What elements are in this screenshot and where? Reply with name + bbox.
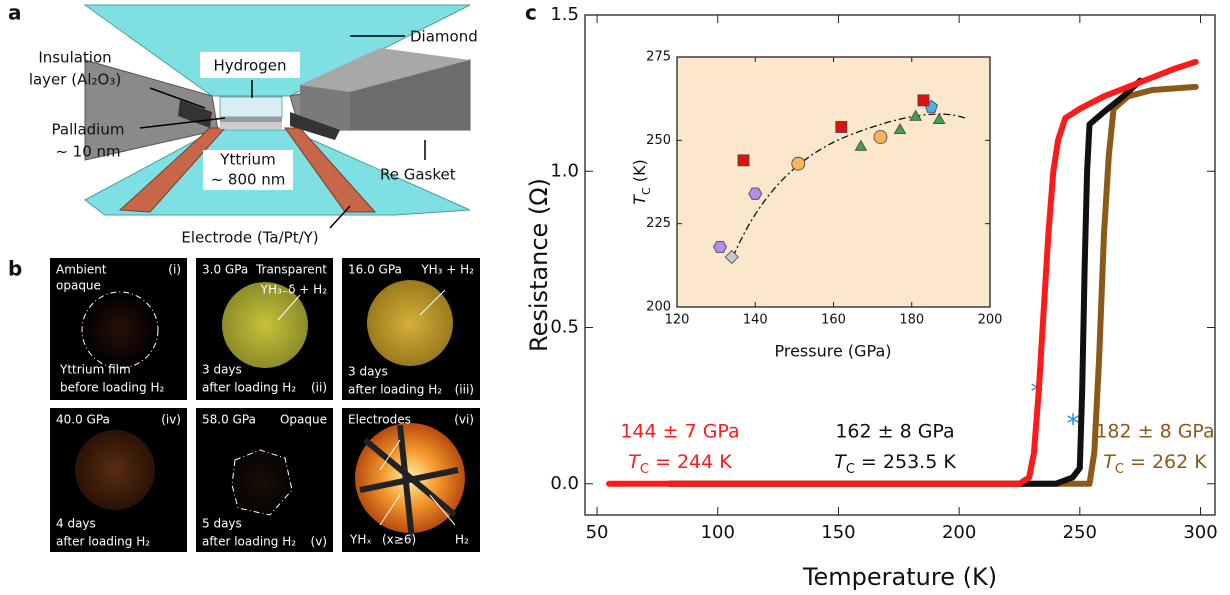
x-tick-label: 50 bbox=[586, 522, 609, 543]
photo-label: Ambient bbox=[56, 263, 107, 277]
x-tick-label: 180 bbox=[899, 313, 924, 328]
plot-frame bbox=[677, 57, 990, 307]
panel-label: b bbox=[8, 257, 22, 281]
y-tick-label: 1.5 bbox=[550, 4, 579, 25]
x-axis-title: Temperature (K) bbox=[802, 563, 997, 591]
x-tick-label: 200 bbox=[942, 522, 976, 543]
diagram-label: Re Gasket bbox=[380, 166, 456, 184]
y-axis-title: Resistance (Ω) bbox=[525, 178, 553, 352]
cell-diagram: Diamond Insulation layer (Al₂O₃) Hydroge… bbox=[29, 5, 478, 247]
panel-label: a bbox=[8, 1, 22, 25]
photo-label: opaque bbox=[56, 279, 101, 293]
photo-label: (v) bbox=[311, 535, 327, 549]
x-tick-label: 200 bbox=[978, 313, 1003, 328]
marker bbox=[749, 188, 762, 199]
marker bbox=[874, 131, 887, 144]
diagram-label: ~ 10 nm bbox=[55, 143, 120, 161]
text-part: (K) bbox=[630, 159, 649, 187]
photo-label: H₂ bbox=[455, 533, 469, 547]
y-tick-label: 0.5 bbox=[550, 317, 579, 338]
photo-label: after loading H₂ bbox=[348, 383, 442, 397]
diagram-label: layer (Al₂O₃) bbox=[29, 71, 121, 89]
diagram-label: Insulation bbox=[38, 49, 111, 67]
photo-label: 4 days bbox=[56, 517, 96, 531]
photo-label: (iv) bbox=[161, 413, 181, 427]
photo-label: 3.0 GPa bbox=[202, 263, 248, 277]
y-tick-label: 200 bbox=[646, 300, 671, 315]
axis-title: TC (K) bbox=[630, 159, 653, 205]
x-tick-label: 300 bbox=[1183, 522, 1217, 543]
photo-label: 3 days bbox=[202, 363, 242, 377]
photo-label: after loading H₂ bbox=[202, 535, 296, 549]
y-tick-label: 0.0 bbox=[550, 473, 579, 494]
photo-label: 40.0 GPa bbox=[56, 413, 110, 427]
photo-label: (i) bbox=[168, 263, 181, 277]
photo-label: Yttrium film bbox=[59, 363, 131, 377]
photo-label: after loading H₂ bbox=[202, 381, 296, 395]
photo-label: 3 days bbox=[348, 365, 388, 379]
photo-label: (ii) bbox=[311, 381, 327, 395]
text-part: C bbox=[640, 462, 649, 477]
y-tick-label: 275 bbox=[646, 50, 671, 65]
x-tick-label: 100 bbox=[701, 522, 735, 543]
diagram-label: Diamond bbox=[410, 28, 478, 46]
photo-label: 58.0 GPa bbox=[202, 413, 256, 427]
photo-grid: Ambient opaque (i) Yttrium film before l… bbox=[50, 258, 480, 552]
x-tick-label: 150 bbox=[821, 522, 855, 543]
y-tick-label: 225 bbox=[646, 216, 671, 231]
marker bbox=[714, 241, 727, 252]
series-label: 144 ± 7 GPa bbox=[620, 421, 739, 443]
photo-label: 5 days bbox=[202, 517, 242, 531]
photo-label: YH₃ + H₂ bbox=[420, 263, 474, 277]
series-label: 182 ± 8 GPa bbox=[1095, 421, 1214, 443]
text-part: = 253.5 K bbox=[855, 451, 956, 473]
axis-title: TC = 244 K bbox=[628, 451, 732, 478]
photo-label: (vi) bbox=[454, 413, 474, 427]
text-part: = 262 K bbox=[1124, 451, 1207, 473]
photo-label: Opaque bbox=[280, 413, 327, 427]
marker bbox=[792, 157, 805, 170]
annotation: * bbox=[1067, 410, 1080, 440]
y-tick-label: 250 bbox=[646, 133, 671, 148]
x-tick-label: 250 bbox=[1063, 522, 1097, 543]
marker bbox=[836, 121, 847, 132]
series-label: 162 ± 8 GPa bbox=[835, 421, 954, 443]
photo-label: YH₃₋δ + H₂ bbox=[260, 283, 328, 297]
photo-label: Transparent bbox=[255, 263, 327, 277]
figure: a b c Diamond Insulation layer (Al₂O₃) H… bbox=[0, 0, 1230, 595]
marker bbox=[738, 155, 749, 166]
y-tick-label: 1.0 bbox=[550, 160, 579, 181]
panel-label: c bbox=[525, 1, 537, 25]
x-tick-label: 160 bbox=[821, 313, 846, 328]
diagram-label: ~ 800 nm bbox=[211, 171, 286, 189]
photo-label: (iii) bbox=[455, 383, 474, 397]
text-part: C bbox=[846, 462, 855, 477]
photo-label: after loading H₂ bbox=[56, 535, 150, 549]
photo-label: (x≥6) bbox=[382, 533, 416, 547]
diagram-label: Palladium bbox=[52, 121, 125, 139]
chart: 120 140 160 180 200 200 225 250 275 Pressure (GPa… bbox=[630, 50, 1003, 361]
diagram-label: Electrode (Ta/Pt/Y) bbox=[181, 229, 318, 247]
charts: 50 100 150 200 250 300 0.0 0.5 1.0 1.5 Temperature… bbox=[525, 4, 1218, 591]
photo-label: YHₓ bbox=[349, 533, 372, 547]
text-part: C bbox=[1115, 462, 1124, 477]
marker bbox=[918, 95, 929, 106]
photo-label: 16.0 GPa bbox=[348, 263, 402, 277]
diagram-label: Yttrium bbox=[219, 151, 275, 169]
text-part: = 244 K bbox=[649, 451, 732, 473]
x-tick-label: 140 bbox=[743, 313, 768, 328]
photo-label: Electrodes bbox=[348, 413, 411, 427]
diagram-label: Hydrogen bbox=[214, 57, 287, 75]
x-axis-title: Pressure (GPa) bbox=[774, 342, 891, 361]
x-tick-label: 120 bbox=[665, 313, 690, 328]
axis-title: TC = 253.5 K bbox=[834, 451, 956, 478]
photo-label: before loading H₂ bbox=[60, 381, 164, 395]
axis-title: TC = 262 K bbox=[1103, 451, 1207, 478]
